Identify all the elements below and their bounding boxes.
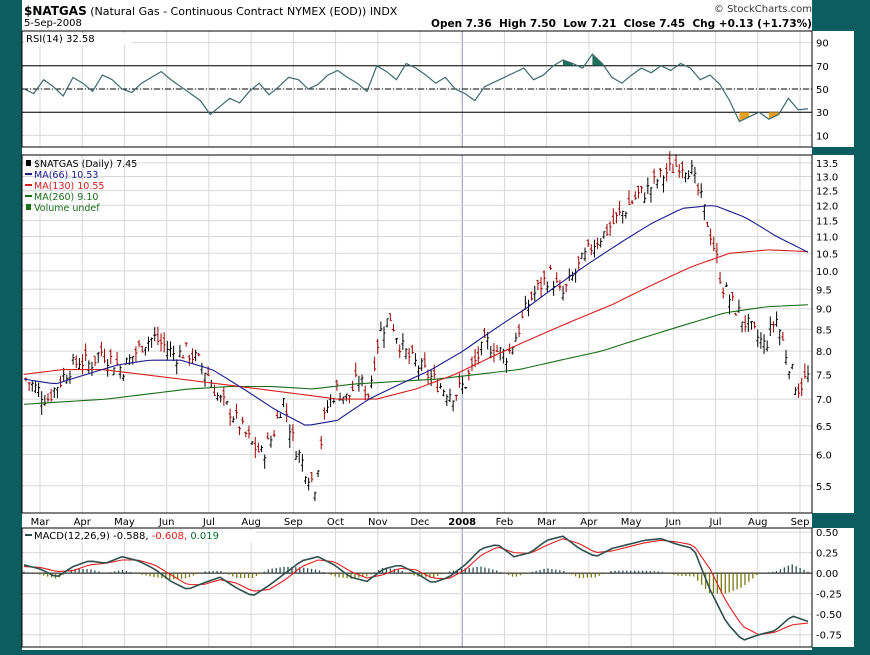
price-axis-strip xyxy=(812,155,854,513)
rsi-axis-strip xyxy=(812,31,854,147)
price-tick-label: 10.5 xyxy=(816,249,838,260)
macd-legend: MACD(12,26,9) -0.588, -0.608, 0.019 xyxy=(34,531,219,542)
x-tick-label: Aug xyxy=(241,517,261,528)
price-tick-label: 8.5 xyxy=(816,325,832,336)
x-tick-label: Nov xyxy=(368,517,388,528)
price-panel-frame xyxy=(21,154,813,514)
x-tick-label: Jul xyxy=(709,517,722,528)
symbol-description: (Natural Gas - Continuous Contract NYMEX… xyxy=(90,5,367,18)
price-tick-label: 11.5 xyxy=(816,217,838,228)
macd-legend-bg xyxy=(24,530,256,542)
macd-tick-label: -0.75 xyxy=(816,631,842,642)
price-tick-label: 5.5 xyxy=(816,482,832,493)
legend-price-swatch xyxy=(26,160,31,166)
rsi-tick-label: 50 xyxy=(816,85,829,96)
price-tick-label: 9.5 xyxy=(816,285,832,296)
x-tick-label: Dec xyxy=(410,517,429,528)
x-tick-label: Jun xyxy=(665,517,682,528)
macd-axis-strip xyxy=(812,528,854,647)
x-tick-label: Mar xyxy=(537,517,557,528)
macd-tick-label: 0.25 xyxy=(816,549,838,560)
rsi-panel-frame xyxy=(21,30,813,148)
price-tick-label: 12.0 xyxy=(816,201,838,212)
x-tick-label: Jul xyxy=(202,517,215,528)
legend-price: $NATGAS (Daily) 7.45 xyxy=(34,159,137,170)
ma130-line xyxy=(23,249,809,400)
x-tick-label: Apr xyxy=(74,517,92,528)
macd-legend-hist: 0.019 xyxy=(190,531,219,542)
rsi-tick-label: 30 xyxy=(816,108,829,119)
legend-ma66: MA(66) 10.53 xyxy=(34,170,98,181)
price-tick-label: 9.0 xyxy=(816,305,832,316)
legend-volume-swatch xyxy=(26,204,31,210)
x-tick-label: Sep xyxy=(284,517,303,528)
ma260-line xyxy=(23,304,809,405)
macd-tick-label: -0.25 xyxy=(816,590,842,601)
frame-bottom xyxy=(0,650,870,655)
symbol-title: $NATGAS xyxy=(24,4,87,18)
ma66-line xyxy=(23,205,809,426)
price-tick-label: 13.0 xyxy=(816,172,838,183)
price-tick-label: 7.5 xyxy=(816,370,832,381)
x-tick-label: Sep xyxy=(791,517,810,528)
price-tick-label: 6.0 xyxy=(816,451,832,462)
price-tick-label: 13.5 xyxy=(816,159,838,170)
x-tick-label: Jun xyxy=(158,517,175,528)
rsi-oversold-fill xyxy=(739,112,750,122)
macd-tick-label: -0.50 xyxy=(816,610,842,621)
legend-ma130: MA(130) 10.55 xyxy=(34,181,104,192)
x-tick-label: Aug xyxy=(748,517,768,528)
macd-panel-frame xyxy=(21,527,813,648)
price-tick-label: 6.5 xyxy=(816,422,832,433)
legend-ma260: MA(260) 9.10 xyxy=(34,192,98,203)
x-tick-label: Apr xyxy=(580,517,598,528)
date-label: 5-Sep-2008 xyxy=(24,18,82,29)
x-tick-label: Oct xyxy=(327,517,344,528)
frame-left xyxy=(0,0,22,655)
price-tick-label: 10.0 xyxy=(816,267,838,278)
x-tick-label: May xyxy=(621,517,642,528)
chart-header: $NATGAS (Natural Gas - Continuous Contra… xyxy=(24,4,397,18)
x-axis-strip xyxy=(22,513,812,528)
macd-tick-label: 0.50 xyxy=(816,528,838,539)
rsi-line xyxy=(23,53,809,123)
macd-legend-signal: -0.608, xyxy=(152,531,191,542)
rsi-tick-label: 90 xyxy=(816,39,829,50)
exchange-label: INDX xyxy=(369,5,398,18)
rsi-tick-label: 70 xyxy=(816,62,829,73)
x-tick-label: Feb xyxy=(496,517,514,528)
stockcharts-watermark: © StockCharts.com xyxy=(713,4,812,15)
macd-legend-value: -0.588, xyxy=(113,531,152,542)
price-tick-label: 11.0 xyxy=(816,233,838,244)
x-tick-label: 2008 xyxy=(448,517,476,528)
price-tick-label: 8.0 xyxy=(816,347,832,358)
macd-tick-label: 0.00 xyxy=(816,569,838,580)
x-tick-label: May xyxy=(114,517,135,528)
legend-volume: Volume undef xyxy=(34,203,100,214)
price-tick-label: 7.0 xyxy=(816,395,832,406)
macd-line xyxy=(23,535,809,641)
x-tick-label: Mar xyxy=(31,517,51,528)
macd-signal-line xyxy=(23,538,809,636)
ohlc-summary: Open 7.36 High 7.50 Low 7.21 Close 7.45 … xyxy=(431,18,812,30)
rsi-legend-bg xyxy=(24,33,132,45)
rsi-tick-label: 10 xyxy=(816,131,829,142)
price-tick-label: 12.5 xyxy=(816,187,838,198)
rsi-legend: RSI(14) 32.58 xyxy=(26,34,95,45)
